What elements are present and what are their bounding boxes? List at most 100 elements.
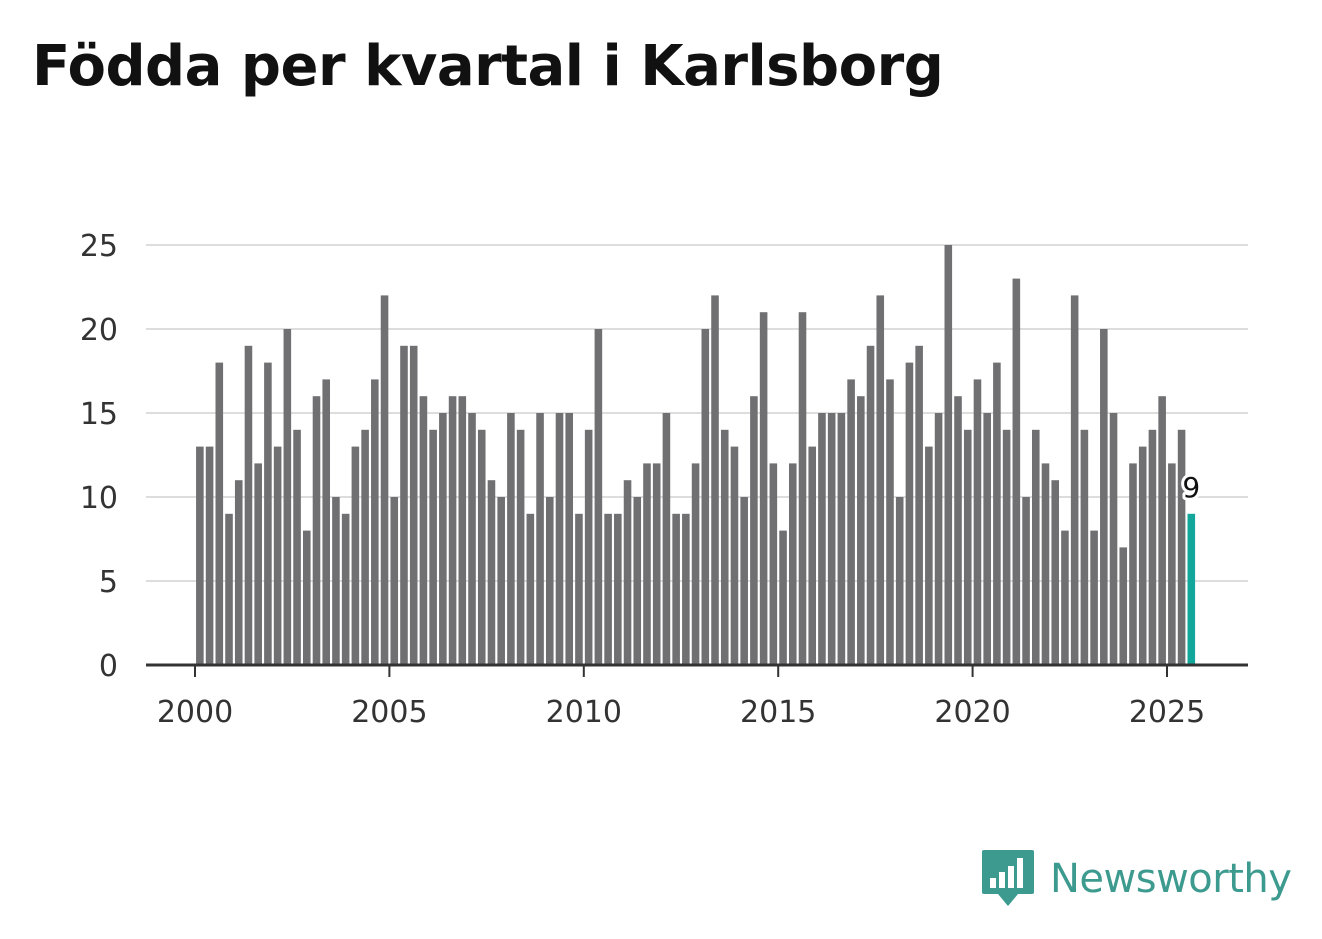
bar-2012-q3 bbox=[682, 513, 690, 665]
bar-2011-q3 bbox=[643, 463, 651, 665]
bar-2025-q1 bbox=[1168, 463, 1176, 665]
bar-2011-q2 bbox=[633, 497, 642, 665]
bar-2008-q3 bbox=[526, 513, 535, 665]
bar-2017-q2 bbox=[866, 345, 875, 665]
y-tick-label-10: 10 bbox=[80, 481, 118, 516]
bar-2020-q3 bbox=[993, 362, 1001, 665]
bar-2008-q4 bbox=[536, 413, 544, 665]
axes bbox=[146, 663, 1248, 677]
bar-2014-q4 bbox=[769, 463, 778, 665]
bar-2004-q3 bbox=[371, 379, 379, 665]
bar-2003-q1 bbox=[312, 396, 321, 665]
bar-2020-q2 bbox=[983, 413, 991, 665]
bar-2019-q3 bbox=[954, 396, 962, 665]
bar-2004-q2 bbox=[361, 429, 369, 665]
bar-2003-q2 bbox=[322, 379, 331, 665]
bar-2019-q4 bbox=[963, 429, 972, 665]
bar-2010-q1 bbox=[584, 429, 593, 665]
bar-2006-q1 bbox=[429, 429, 437, 665]
bar-2018-q4 bbox=[925, 446, 933, 665]
bar-2023-q3 bbox=[1109, 413, 1118, 665]
bar-2019-q1 bbox=[934, 413, 943, 665]
bar-2016-q2 bbox=[827, 413, 836, 665]
bar-2007-q1 bbox=[468, 413, 476, 665]
bar-2021-q1 bbox=[1012, 278, 1021, 665]
bar-2025-q2 bbox=[1177, 429, 1186, 665]
bar-2007-q4 bbox=[497, 497, 505, 665]
x-tick-label-2015: 2015 bbox=[740, 695, 816, 730]
y-tick-label-25: 25 bbox=[80, 229, 118, 264]
bar-2009-q1 bbox=[545, 497, 554, 665]
bar-2006-q4 bbox=[458, 396, 467, 665]
bar-2009-q3 bbox=[565, 413, 574, 665]
bar-2015-q2 bbox=[788, 463, 797, 665]
bar-2021-q4 bbox=[1041, 463, 1050, 665]
bar-2022-q4 bbox=[1080, 429, 1089, 665]
bar-2013-q1 bbox=[701, 329, 710, 665]
bar-2012-q2 bbox=[672, 513, 680, 665]
x-tick-label-2025: 2025 bbox=[1129, 695, 1205, 730]
bar-2016-q4 bbox=[847, 379, 855, 665]
bar-2007-q3 bbox=[487, 480, 496, 665]
bar-2000-q2 bbox=[205, 446, 214, 665]
bar-2022-q2 bbox=[1061, 530, 1069, 665]
bar-2003-q3 bbox=[332, 497, 340, 665]
bar-2024-q2 bbox=[1138, 446, 1147, 665]
bar-2020-q1 bbox=[973, 379, 982, 665]
bar-2018-q1 bbox=[895, 497, 904, 665]
newsworthy-logo-icon bbox=[982, 850, 1034, 906]
bar-2024-q1 bbox=[1129, 463, 1137, 665]
bar-2005-q3 bbox=[409, 345, 418, 665]
bar-2010-q3 bbox=[604, 513, 612, 665]
bar-2001-q2 bbox=[244, 345, 253, 665]
y-tick-label-0: 0 bbox=[99, 649, 118, 684]
bar-2019-q2 bbox=[944, 245, 953, 665]
bar-2002-q2 bbox=[283, 329, 292, 665]
bar-2023-q2 bbox=[1100, 329, 1108, 665]
bar-2006-q2 bbox=[439, 413, 447, 665]
bar-2009-q2 bbox=[555, 413, 564, 665]
bar-2013-q2 bbox=[711, 295, 719, 665]
bar-2007-q2 bbox=[477, 429, 486, 665]
bar-2017-q1 bbox=[857, 396, 865, 665]
bar-highlight bbox=[1187, 513, 1196, 665]
bar-2008-q2 bbox=[516, 429, 525, 665]
bar-2018-q2 bbox=[905, 362, 914, 665]
bar-2013-q4 bbox=[730, 446, 739, 665]
bar-2024-q3 bbox=[1148, 429, 1157, 665]
bar-2015-q3 bbox=[798, 312, 807, 665]
bar-2021-q2 bbox=[1022, 497, 1030, 665]
bar-2012-q4 bbox=[691, 463, 700, 665]
bar-2001-q4 bbox=[264, 362, 272, 665]
y-tick-label-15: 15 bbox=[80, 397, 118, 432]
x-tick-label-2000: 2000 bbox=[157, 695, 233, 730]
bar-2017-q3 bbox=[876, 295, 885, 665]
bar-2012-q1 bbox=[662, 413, 671, 665]
y-tick-label-20: 20 bbox=[80, 313, 118, 348]
bar-2005-q4 bbox=[419, 396, 428, 665]
bar-2003-q4 bbox=[341, 513, 350, 665]
bar-2004-q1 bbox=[351, 446, 360, 665]
y-tick-label-5: 5 bbox=[99, 565, 118, 600]
bar-2006-q3 bbox=[448, 396, 457, 665]
bar-2014-q1 bbox=[740, 497, 748, 665]
bar-2015-q4 bbox=[808, 446, 817, 665]
bar-2009-q4 bbox=[575, 513, 583, 665]
bar-2024-q4 bbox=[1158, 396, 1166, 665]
bar-2011-q4 bbox=[652, 463, 661, 665]
bar-2001-q3 bbox=[254, 463, 262, 665]
bar-2021-q3 bbox=[1031, 429, 1040, 665]
bar-2023-q1 bbox=[1090, 530, 1098, 665]
highlight-value-label: 9 bbox=[1182, 471, 1200, 504]
bar-2023-q4 bbox=[1119, 547, 1128, 665]
bar-2013-q3 bbox=[720, 429, 729, 665]
bar-2015-q1 bbox=[779, 530, 787, 665]
brand-name: Newsworthy bbox=[1050, 856, 1292, 902]
bar-2002-q3 bbox=[293, 429, 301, 665]
bar-2002-q4 bbox=[302, 530, 311, 665]
x-tick-label-2010: 2010 bbox=[546, 695, 622, 730]
bar-2016-q3 bbox=[837, 413, 846, 665]
bar-2005-q2 bbox=[400, 345, 408, 665]
chart-title: Födda per kvartal i Karlsborg bbox=[32, 34, 944, 99]
